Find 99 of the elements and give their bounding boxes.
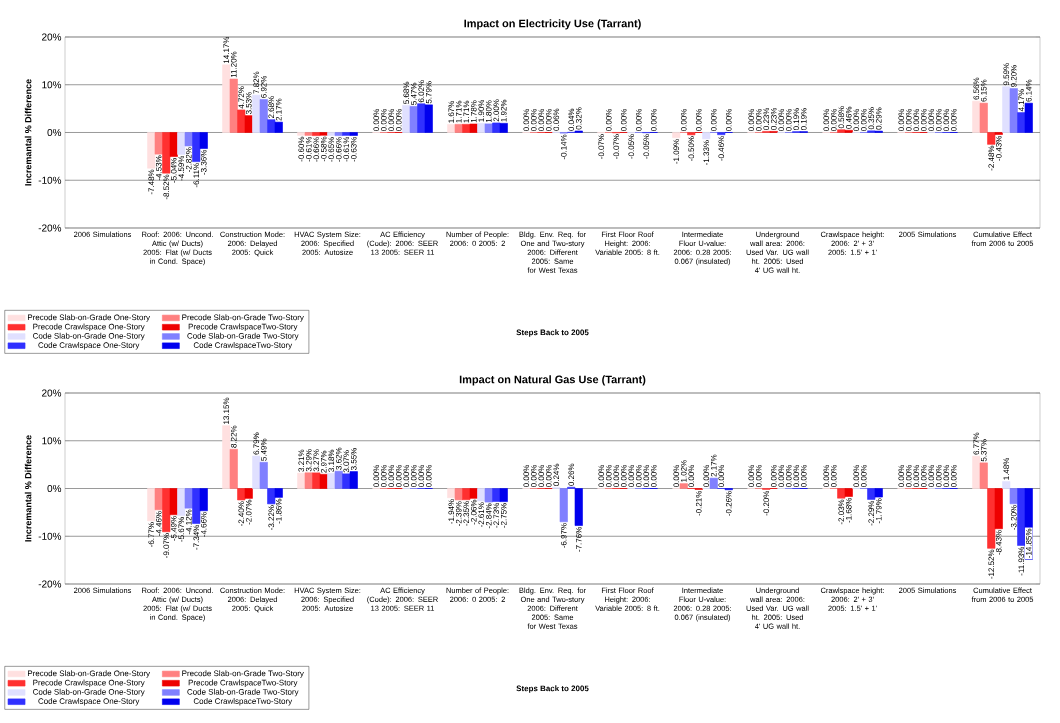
y-axis-title: Incremantal % Difference [24,79,32,186]
bar [409,106,418,133]
bar [154,488,163,511]
bar [244,115,253,133]
bar [334,132,343,136]
bar [994,488,1003,530]
bar [147,488,156,522]
bar [454,488,463,501]
bar [274,488,283,498]
bar [349,471,358,489]
y-axis-title: Incremantal % Difference [24,435,32,542]
bar [229,78,238,133]
bar [499,123,508,133]
y-tick-label: -10% [38,532,62,540]
y-tick-label: -20% [38,224,62,232]
bar [199,488,208,512]
bar [469,488,478,499]
bar [199,132,208,149]
bar [192,488,201,524]
bar [222,64,231,133]
y-tick-label: 10% [42,437,62,445]
bar [874,488,883,498]
bar [994,132,1003,135]
bar [192,132,201,162]
y-tick-label: 20% [42,389,62,397]
bar [169,488,178,516]
bar [492,122,501,133]
bar [222,425,231,489]
bar [237,488,246,501]
bar [319,474,328,489]
bar [844,488,853,497]
bar [184,132,193,147]
y-tick-label: 20% [42,33,62,41]
bar [349,132,358,136]
y-tick-label: -10% [38,176,62,184]
bar [229,448,238,489]
bar [259,99,268,133]
bar [1009,488,1018,505]
bar [499,488,508,502]
bar [342,132,351,136]
bar [979,102,988,133]
bar [717,132,726,135]
bar [1024,102,1033,133]
bar [267,488,276,505]
bar [327,132,336,136]
bar [267,119,276,133]
bar [559,488,568,523]
bar [319,132,328,136]
bar [297,132,306,136]
bar [312,132,321,136]
bar [169,132,178,157]
bar [252,455,261,489]
bar [709,477,718,489]
bar [484,488,493,503]
bar [687,132,696,136]
bar [334,470,343,489]
bar [574,488,583,526]
bar [304,472,313,489]
bar [484,123,493,133]
bar [259,461,268,489]
bar [987,132,996,145]
bar [154,132,163,155]
bar [424,104,433,133]
bar [679,483,688,489]
bar [342,473,351,489]
bar [867,488,876,500]
bar [312,472,321,489]
bar [162,488,171,533]
y-tick-label: 0% [47,128,62,137]
bar [469,123,478,133]
bar [979,462,988,489]
bar [837,129,846,133]
bar [184,488,193,509]
bar [462,488,471,501]
bar [987,488,996,549]
y-tick-label: -20% [38,580,62,588]
bar [147,132,156,169]
bar [972,455,981,489]
bar [177,488,186,516]
bar [844,130,853,133]
chart-title: Impact on Natural Gas Use (Tarrant) [459,375,646,386]
bar [1009,88,1018,133]
bar [477,123,486,133]
y-tick-label: 10% [42,81,62,89]
bar [447,124,456,133]
bar [477,488,486,502]
bar [454,124,463,133]
y-tick-label: 0% [47,484,62,493]
bar [162,132,171,174]
bar [244,488,253,499]
bar [237,109,246,133]
bar [672,132,681,138]
bar [304,132,313,136]
bar [177,132,186,155]
bar [1002,481,1011,489]
bar [837,488,846,499]
chart-title: Impact on Electricity Use (Tarrant) [464,19,641,30]
bar [702,132,711,140]
bar [274,121,283,133]
